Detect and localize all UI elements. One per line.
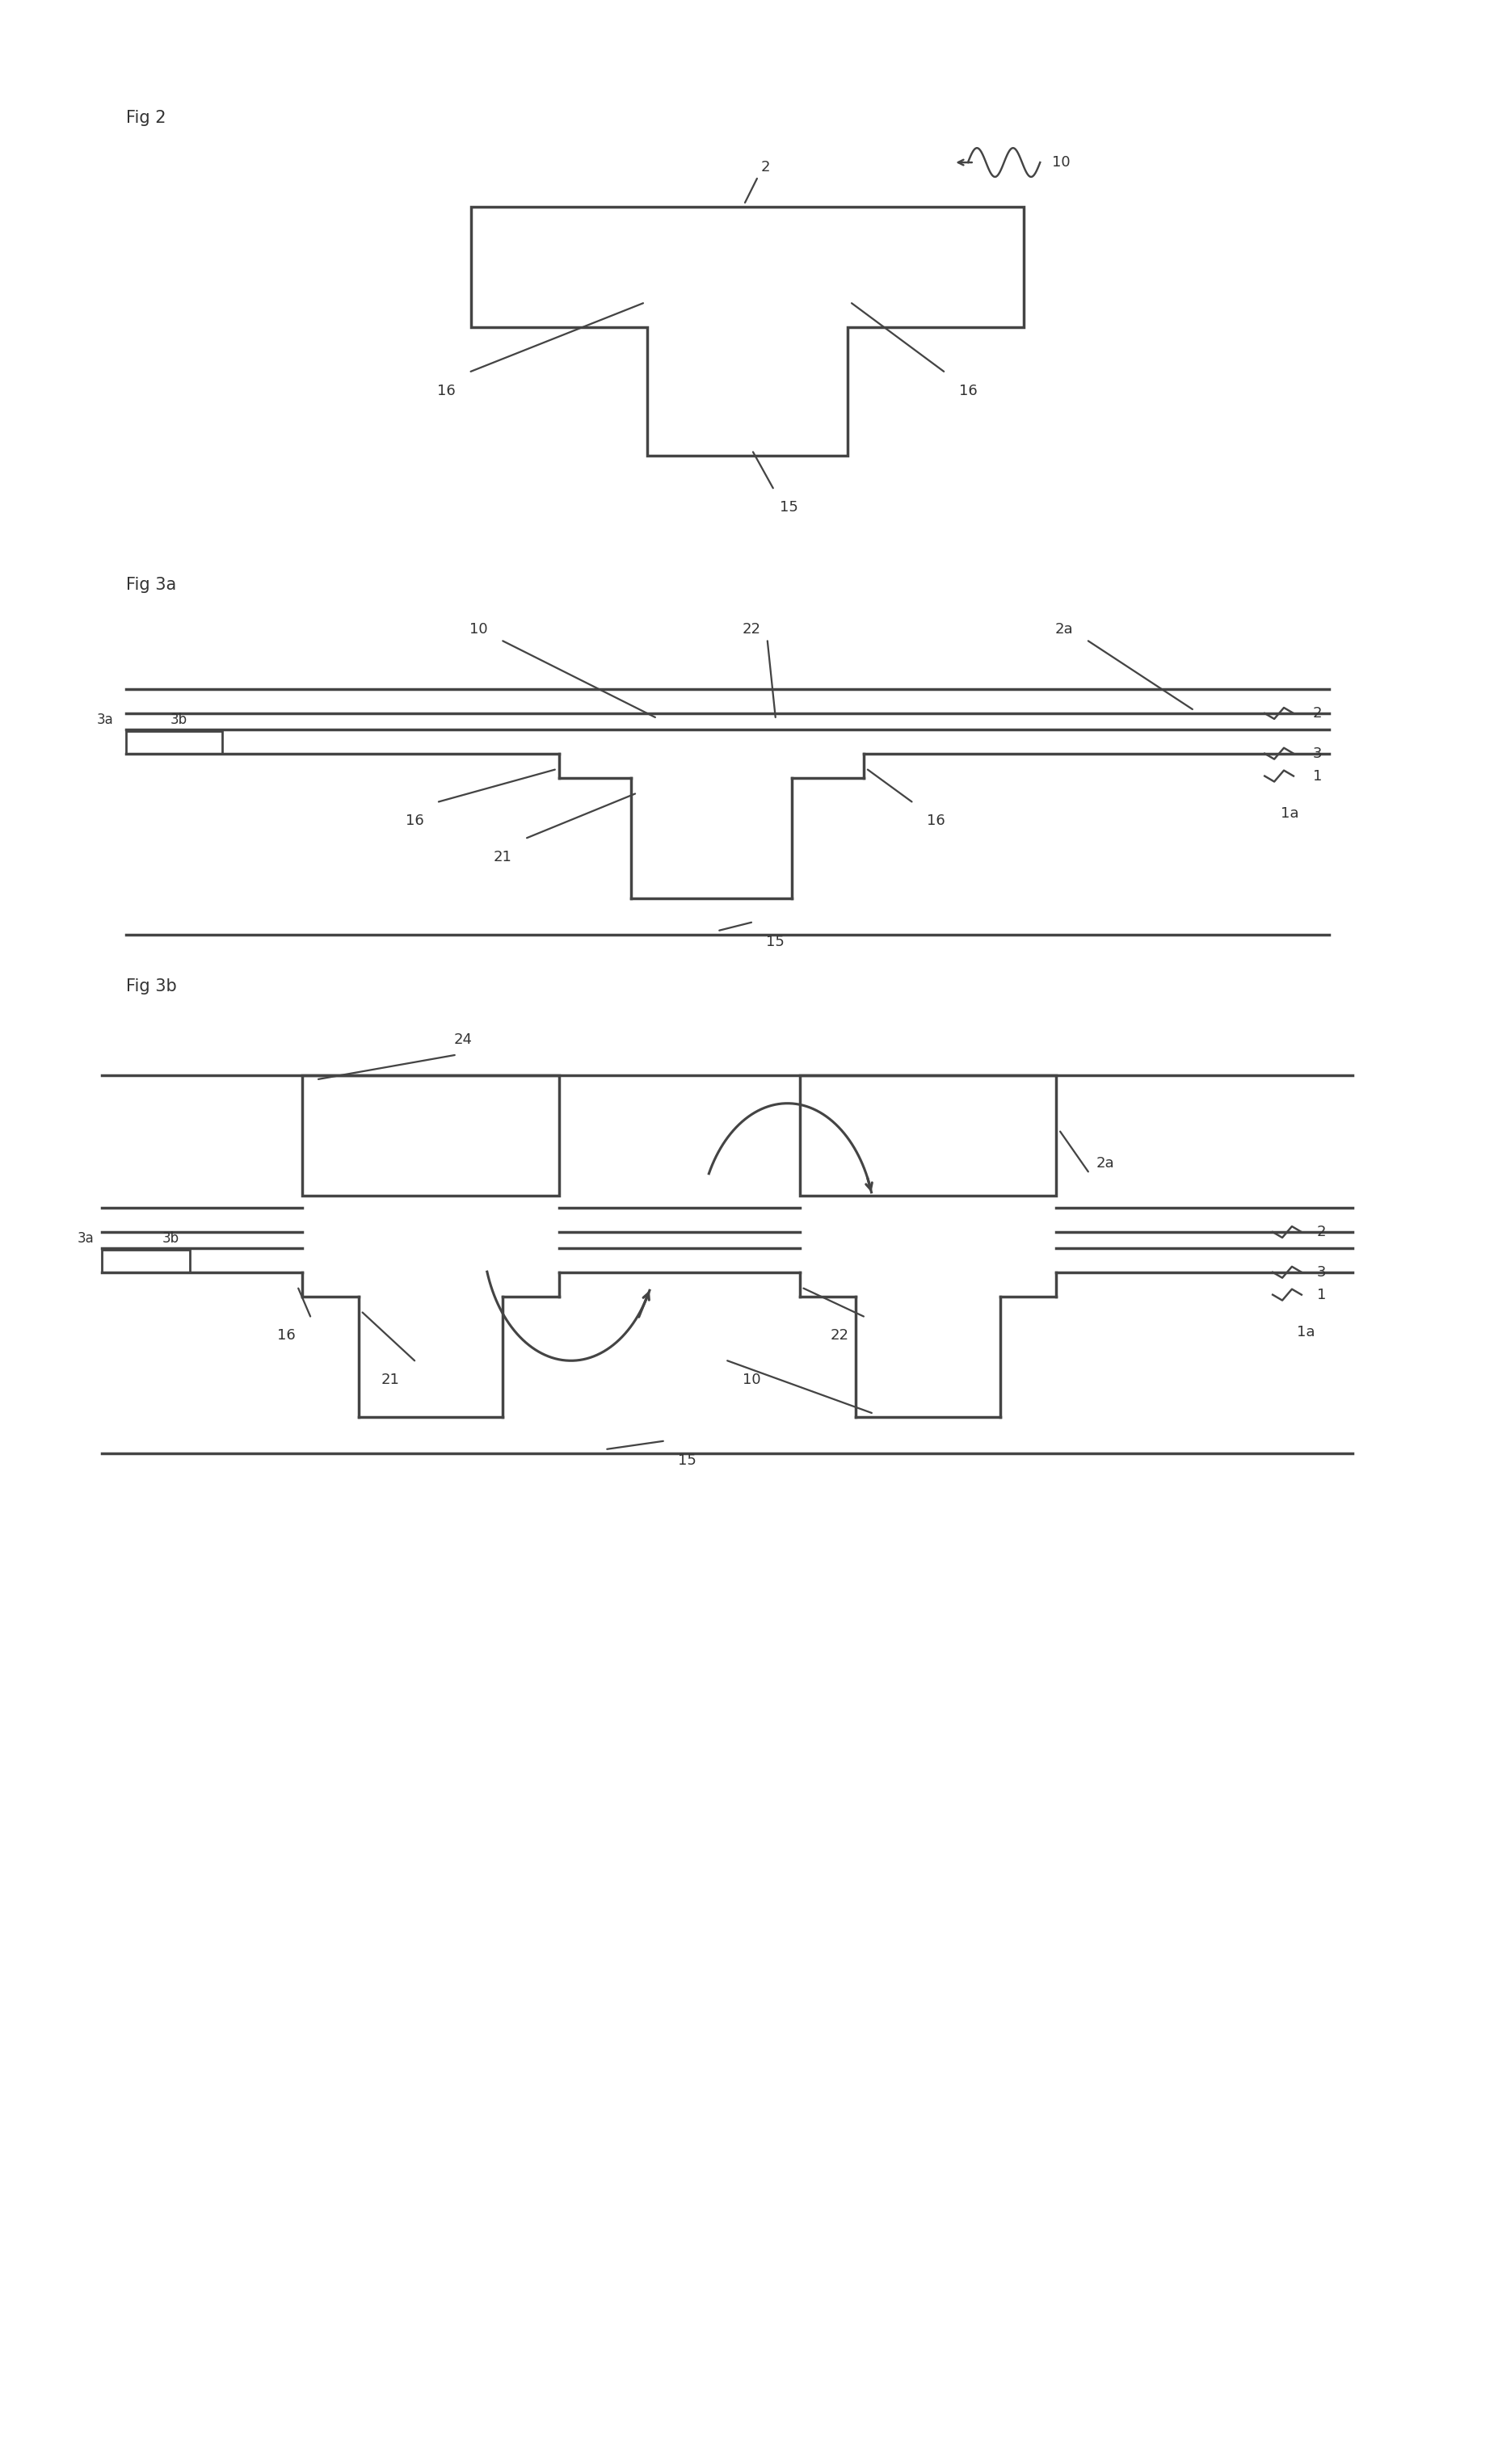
Text: Fig 3a: Fig 3a (126, 577, 177, 594)
Text: 22: 22 (830, 1328, 849, 1343)
Text: 16: 16 (277, 1328, 295, 1343)
Text: 16: 16 (927, 813, 945, 828)
Text: 3a: 3a (97, 712, 114, 727)
Text: 1: 1 (1312, 769, 1321, 784)
Text: 21: 21 (382, 1372, 400, 1387)
Text: Fig 2: Fig 2 (126, 111, 166, 126)
Text: 3b: 3b (169, 712, 187, 727)
Text: 15: 15 (780, 500, 798, 515)
Text: 3b: 3b (162, 1232, 180, 1247)
Text: 10: 10 (469, 623, 488, 636)
Text: 1: 1 (1317, 1289, 1326, 1301)
Text: 3: 3 (1317, 1264, 1326, 1279)
Text: 16: 16 (437, 384, 455, 399)
Text: 15: 15 (679, 1454, 697, 1469)
Text: Fig 3b: Fig 3b (126, 978, 177, 995)
Text: 3a: 3a (76, 1232, 94, 1247)
Text: 2a: 2a (1055, 623, 1073, 636)
Text: 21: 21 (493, 850, 512, 865)
Text: 2: 2 (1312, 707, 1323, 719)
Text: 24: 24 (454, 1032, 472, 1047)
Text: 10: 10 (743, 1372, 761, 1387)
Text: 22: 22 (742, 623, 761, 636)
Text: 15: 15 (765, 934, 785, 949)
Text: 2: 2 (1317, 1225, 1326, 1239)
Text: 2a: 2a (1097, 1156, 1115, 1170)
Text: 10: 10 (1052, 155, 1071, 170)
Text: 2: 2 (761, 160, 770, 175)
Text: 1a: 1a (1297, 1326, 1315, 1340)
Text: 3: 3 (1312, 747, 1323, 761)
Text: 16: 16 (406, 813, 424, 828)
Text: 16: 16 (959, 384, 977, 399)
Text: 1a: 1a (1281, 806, 1299, 821)
